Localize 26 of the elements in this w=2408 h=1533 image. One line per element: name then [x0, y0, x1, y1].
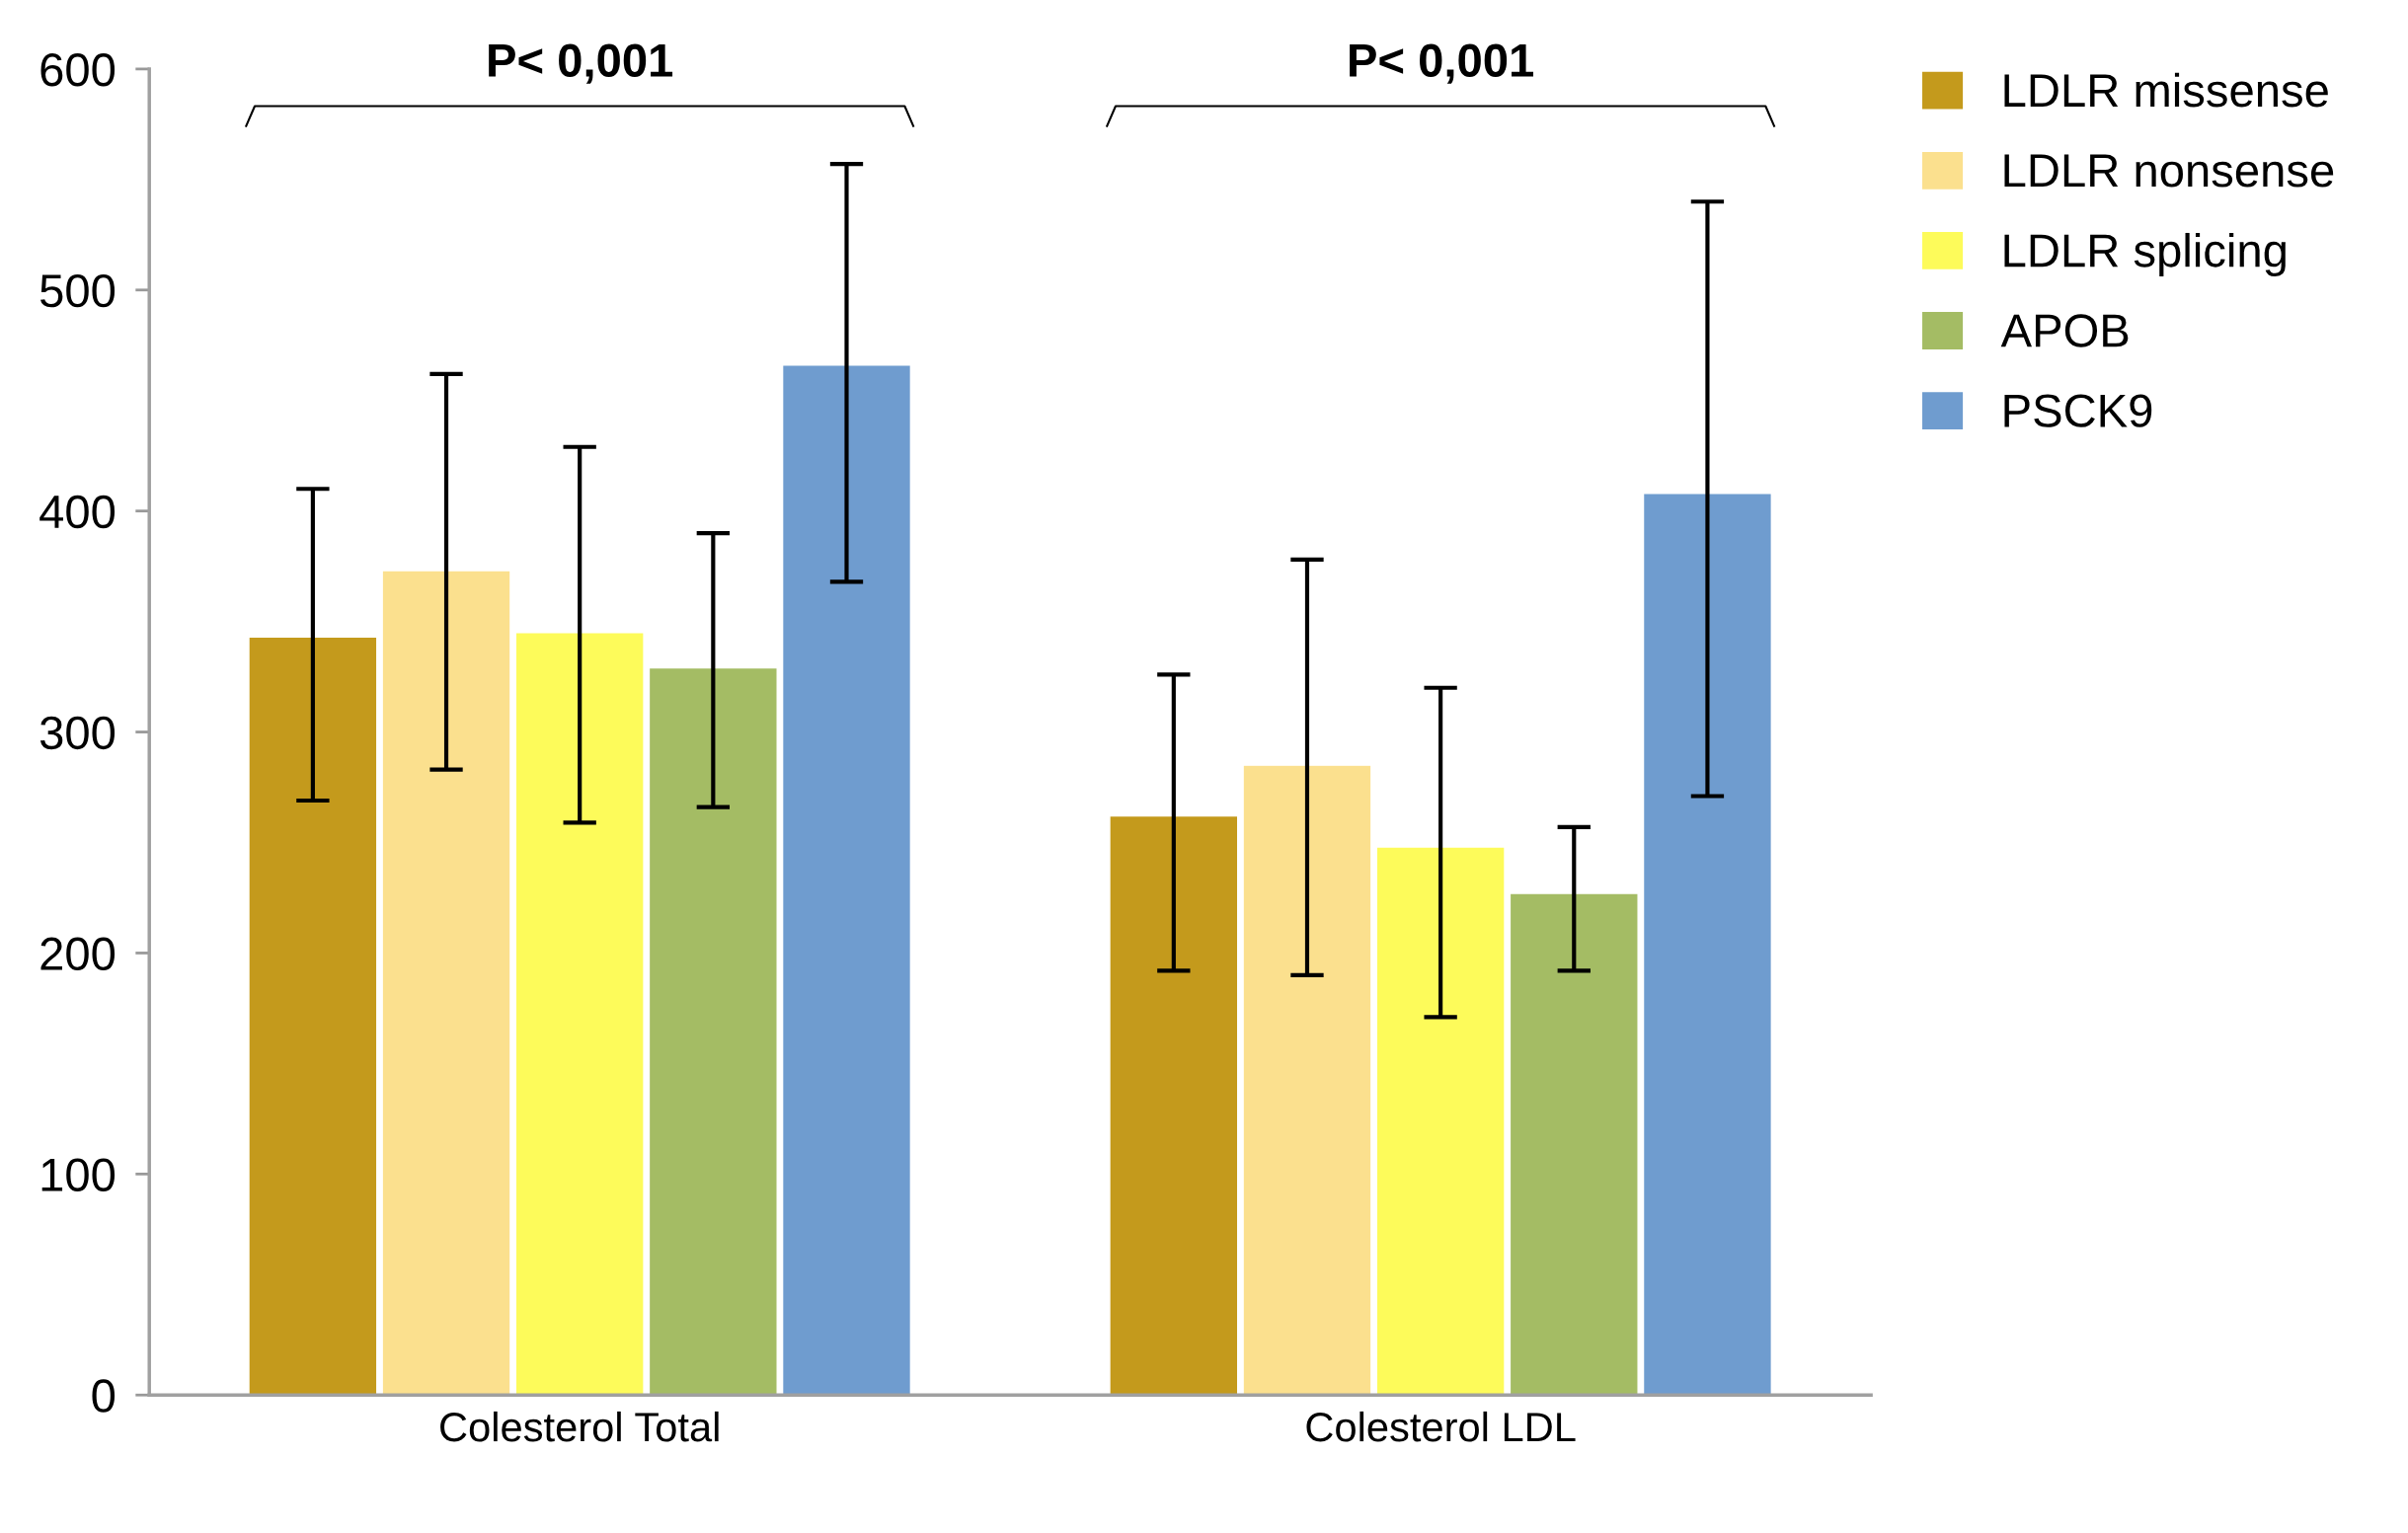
bar — [781, 364, 912, 1396]
annotation: P< 0,001 — [1350, 43, 1533, 84]
legend-label: PSCK9 — [2004, 394, 2152, 427]
bar — [1642, 493, 1773, 1396]
y-tick-label: 200 — [40, 937, 116, 971]
annotation: P< 0,001 — [489, 43, 673, 84]
bar — [1242, 764, 1372, 1396]
legend-label: APOB — [2000, 314, 2129, 347]
bar — [1375, 846, 1506, 1396]
x-tick-label: Colesterol Total — [440, 1411, 719, 1442]
y-tick-label: 500 — [39, 273, 116, 308]
legend-label: LDLR missense — [2004, 72, 2328, 108]
y-tick-label: 300 — [39, 716, 116, 750]
bar — [648, 666, 778, 1396]
legend-label: LDLR splicing — [2004, 232, 2286, 276]
bar — [248, 636, 378, 1396]
x-tick-label: Colesterol LDL — [1306, 1411, 1576, 1442]
y-tick-label: 100 — [41, 1158, 116, 1191]
bar — [514, 632, 645, 1396]
y-tick-label: 400 — [39, 495, 116, 529]
bar — [1509, 892, 1639, 1396]
y-tick-label: 600 — [40, 53, 116, 87]
y-tick-label: 0 — [92, 1379, 116, 1413]
bar — [381, 570, 511, 1396]
legend-label: LDLR nonsense — [2004, 154, 2334, 188]
bar — [1109, 814, 1239, 1396]
